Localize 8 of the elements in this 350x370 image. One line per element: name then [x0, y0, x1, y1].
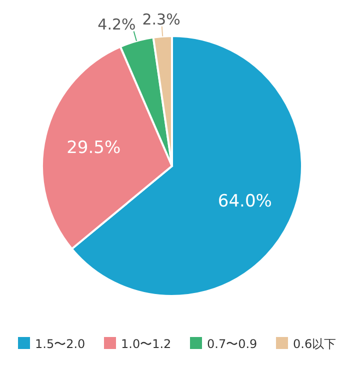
data-label: 64.0%: [218, 191, 272, 212]
data-label: 4.2%: [98, 16, 136, 34]
legend-label: 1.5〜2.0: [35, 337, 86, 351]
legend-label: 0.7〜0.9: [207, 337, 258, 351]
data-label: 29.5%: [66, 138, 121, 158]
data-label: 2.3%: [142, 10, 180, 28]
legend-label: 0.6以下: [293, 337, 336, 351]
legend-label: 1.0〜1.2: [121, 337, 172, 351]
